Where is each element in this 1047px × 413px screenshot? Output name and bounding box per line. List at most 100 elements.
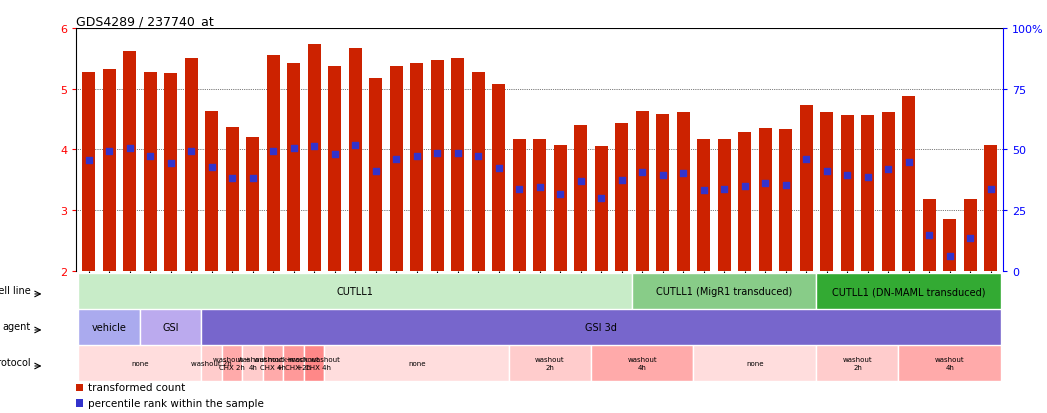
Text: CUTLL1: CUTLL1	[337, 286, 374, 297]
Bar	[308, 45, 320, 271]
Bar	[267, 56, 280, 271]
Bar	[779, 130, 793, 271]
Text: GDS4289 / 237740_at: GDS4289 / 237740_at	[76, 15, 215, 28]
Point	[695, 188, 712, 194]
Bar	[697, 139, 711, 271]
Text: vehicle: vehicle	[92, 322, 127, 332]
Point	[593, 195, 609, 202]
Text: cell line: cell line	[0, 286, 30, 296]
Bar	[738, 133, 752, 271]
Bar	[509, 345, 591, 381]
Point	[982, 186, 999, 193]
Point	[224, 175, 241, 182]
Bar	[471, 73, 485, 271]
Bar	[963, 200, 977, 271]
Text: mock washout
+ CHX 4h: mock washout + CHX 4h	[289, 356, 339, 370]
Text: CUTLL1 (DN-MAML transduced): CUTLL1 (DN-MAML transduced)	[832, 286, 985, 297]
Bar	[533, 139, 547, 271]
Bar	[574, 126, 587, 271]
Point	[839, 172, 855, 179]
Bar	[591, 345, 693, 381]
Text: washout 2h: washout 2h	[192, 360, 232, 366]
Text: CUTLL1 (MigR1 transduced): CUTLL1 (MigR1 transduced)	[656, 286, 793, 297]
Point	[921, 232, 938, 238]
Bar	[369, 78, 382, 271]
Point	[367, 168, 384, 175]
Point	[121, 145, 138, 152]
Point	[798, 156, 815, 163]
Bar	[513, 139, 526, 271]
Text: none: none	[408, 360, 425, 366]
Bar	[922, 200, 936, 271]
Bar	[328, 67, 341, 271]
Bar	[79, 309, 140, 345]
Text: washout +
CHX 4h: washout + CHX 4h	[254, 356, 292, 370]
Bar	[841, 116, 854, 271]
Point	[654, 172, 671, 179]
Point	[531, 184, 549, 191]
Bar	[430, 60, 444, 271]
Point	[327, 152, 343, 158]
Point	[101, 149, 117, 155]
Bar	[201, 345, 222, 381]
Bar	[389, 66, 403, 271]
Bar	[817, 273, 1001, 309]
Text: mock washout
+ CHX 2h: mock washout + CHX 2h	[268, 356, 319, 370]
Bar	[882, 113, 895, 271]
Bar	[287, 64, 300, 271]
Bar	[222, 345, 243, 381]
Bar	[263, 345, 284, 381]
Point	[736, 183, 753, 190]
Point	[879, 166, 896, 173]
Point	[183, 148, 200, 154]
Text: GSI: GSI	[162, 322, 179, 332]
Bar	[201, 309, 1001, 345]
Point	[141, 153, 158, 159]
Point	[387, 156, 404, 163]
Bar	[349, 49, 362, 271]
Point	[675, 170, 692, 176]
Point	[757, 180, 774, 187]
Bar	[82, 73, 95, 271]
Bar	[140, 309, 201, 345]
Bar	[943, 220, 956, 271]
Text: none: none	[131, 360, 149, 366]
Text: washout
2h: washout 2h	[535, 356, 564, 370]
Point	[203, 164, 220, 171]
Bar	[656, 115, 669, 271]
Point	[941, 253, 958, 259]
Bar	[717, 139, 731, 271]
Point	[962, 235, 979, 241]
Point	[900, 159, 917, 166]
Bar	[984, 145, 998, 271]
Point	[429, 150, 446, 157]
Bar	[76, 399, 83, 407]
Bar	[554, 146, 566, 271]
Bar	[325, 345, 509, 381]
Point	[244, 175, 261, 182]
Bar	[164, 74, 177, 271]
Bar	[243, 345, 263, 381]
Point	[511, 186, 528, 193]
Text: percentile rank within the sample: percentile rank within the sample	[88, 398, 264, 408]
Point	[162, 160, 179, 167]
Text: none: none	[747, 360, 763, 366]
Bar	[124, 52, 136, 271]
Point	[408, 153, 425, 159]
Bar	[246, 138, 260, 271]
Bar	[898, 345, 1001, 381]
Bar	[817, 345, 898, 381]
Text: washout
4h: washout 4h	[627, 356, 658, 370]
Point	[860, 174, 876, 181]
Bar	[492, 85, 506, 271]
Bar	[636, 112, 649, 271]
Text: washout
2h: washout 2h	[843, 356, 872, 370]
Bar	[676, 113, 690, 271]
Point	[306, 144, 322, 150]
Point	[490, 165, 507, 172]
Bar	[143, 73, 157, 271]
Text: transformed count: transformed count	[88, 382, 185, 392]
Bar	[759, 129, 772, 271]
Bar	[184, 59, 198, 271]
Point	[347, 142, 363, 149]
